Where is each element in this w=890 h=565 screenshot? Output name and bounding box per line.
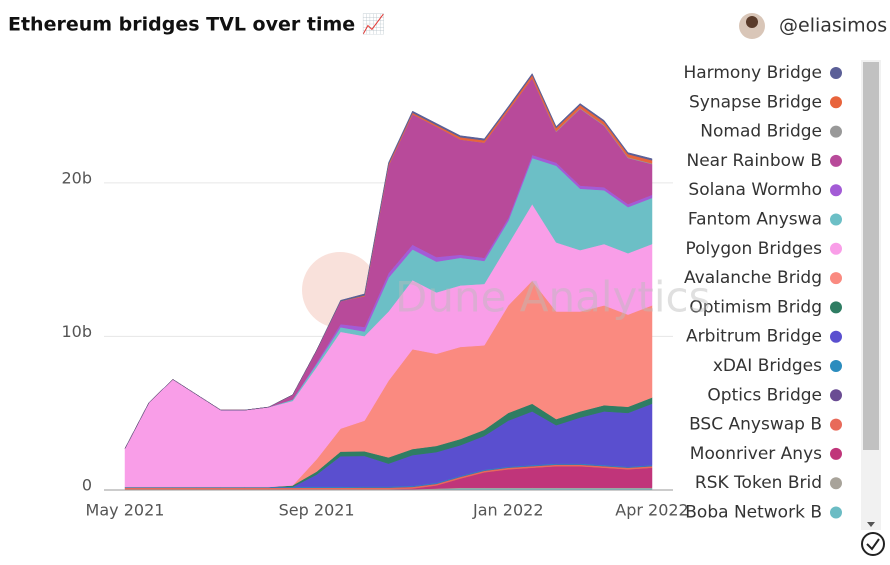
watermark: Dune Analytics — [395, 273, 711, 322]
legend-swatch — [830, 184, 842, 197]
plot-area — [104, 73, 673, 491]
legend-label: Harmony Bridge — [683, 63, 822, 83]
legend-swatch — [830, 360, 842, 372]
legend-swatch — [830, 447, 842, 460]
legend-label: Nomad Bridge — [700, 122, 822, 142]
y-tick-label: 0 — [82, 476, 92, 495]
legend-label: BSC Anyswap B — [689, 415, 822, 435]
check-icon — [866, 538, 880, 551]
legend-label: Avalanche Bridg — [684, 268, 822, 288]
legend-label: Boba Network B — [685, 503, 822, 523]
legend-label: Near Rainbow B — [686, 151, 822, 171]
legend-swatch — [830, 96, 842, 109]
legend-label: Synapse Bridge — [689, 92, 822, 112]
legend-label: xDAI Bridges — [713, 356, 822, 376]
author: @eliasimos — [779, 15, 887, 37]
legend-label: Moonriver Anys — [690, 444, 822, 464]
legend: Harmony Bridge Synapse Bridge Nomad Bridge… — [683, 63, 822, 523]
legend-label: Solana Wormho — [688, 180, 822, 200]
check-button[interactable] — [861, 532, 885, 556]
legend-swatch — [830, 213, 842, 226]
area — [124, 73, 653, 449]
legend-label: Optimism Bridg — [689, 297, 822, 317]
x-tick-label: May 2021 — [86, 501, 165, 520]
legend-swatch — [830, 242, 842, 255]
legend-label: Arbitrum Bridge — [686, 327, 822, 347]
legend-swatch — [830, 477, 842, 490]
legend-swatch — [830, 67, 842, 79]
avatar-hair — [746, 16, 758, 28]
scrollbar-thumb[interactable] — [863, 62, 879, 450]
legend-swatch — [830, 418, 842, 431]
x-tick-label: Sep 2021 — [279, 501, 355, 520]
legend-label: Fantom Anyswa — [688, 210, 822, 230]
legend-swatch — [830, 389, 842, 402]
legend-label: RSK Token Brid — [695, 473, 822, 493]
x-tick-label: Apr 2022 — [615, 501, 688, 520]
y-tick-label: 10b — [61, 322, 92, 341]
legend-label: Polygon Bridges — [686, 239, 823, 259]
legend-swatch — [830, 154, 842, 167]
legend-swatch — [830, 272, 842, 285]
legend-swatch — [830, 301, 842, 314]
legend-label: Optics Bridge — [707, 385, 822, 405]
legend-swatch — [830, 330, 842, 343]
x-tick-label: Jan 2022 — [472, 501, 543, 520]
scroll-arrow[interactable] — [867, 522, 875, 527]
y-tick-label: 20b — [61, 168, 92, 187]
legend-swatch — [830, 506, 842, 519]
legend-swatch — [830, 125, 842, 138]
chart-title: Ethereum bridges TVL over time 📈 — [8, 13, 385, 36]
